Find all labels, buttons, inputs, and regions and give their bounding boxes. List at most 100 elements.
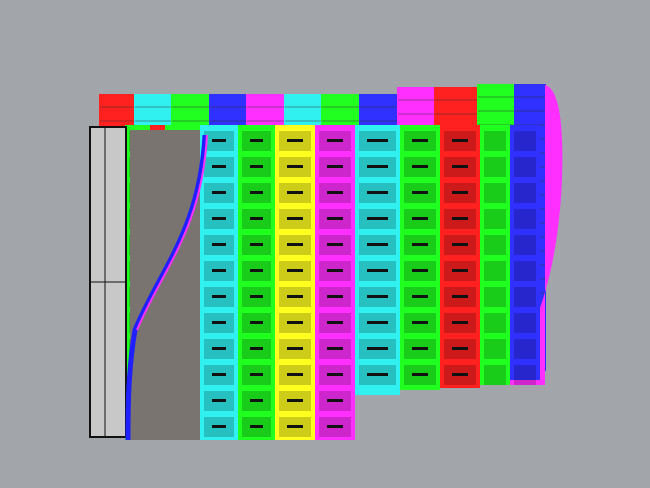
panel-cell bbox=[514, 365, 536, 385]
panel-label bbox=[452, 217, 468, 220]
panel-label bbox=[452, 347, 468, 350]
panel-label bbox=[287, 347, 303, 350]
panel-label bbox=[250, 139, 263, 142]
panel-cell bbox=[514, 339, 536, 359]
panel-cell bbox=[484, 209, 506, 229]
panel-cell bbox=[514, 131, 536, 151]
panel-label bbox=[250, 347, 263, 350]
gray-fill-region bbox=[130, 130, 200, 440]
panel-label bbox=[452, 243, 468, 246]
panel-label bbox=[327, 269, 343, 272]
panel-label bbox=[212, 321, 226, 324]
panel-label bbox=[452, 295, 468, 298]
panel-label bbox=[287, 217, 303, 220]
panel-label bbox=[212, 425, 226, 428]
panel-label bbox=[250, 217, 263, 220]
back-column bbox=[359, 94, 399, 131]
panel-label bbox=[250, 373, 263, 376]
panel-label bbox=[367, 139, 388, 142]
panel-label bbox=[367, 191, 388, 194]
panel-label bbox=[412, 347, 428, 350]
column-frame bbox=[200, 125, 238, 440]
panel-label bbox=[327, 347, 343, 350]
back-column bbox=[246, 94, 286, 131]
panel-label bbox=[250, 191, 263, 194]
panel-cell bbox=[514, 183, 536, 203]
panel-cell bbox=[484, 313, 506, 333]
panel-cell bbox=[484, 365, 506, 385]
panel-cell bbox=[514, 209, 536, 229]
panel-label bbox=[212, 269, 226, 272]
panel-label bbox=[412, 321, 428, 324]
panel-label bbox=[287, 295, 303, 298]
panel-cell bbox=[514, 287, 536, 307]
front-column bbox=[238, 125, 275, 440]
panel-label bbox=[367, 165, 388, 168]
panel-label bbox=[287, 139, 303, 142]
panel-cell bbox=[514, 157, 536, 177]
panel-cell bbox=[484, 157, 506, 177]
front-column bbox=[400, 125, 440, 390]
panel-label bbox=[212, 191, 226, 194]
edge-curve bbox=[125, 134, 208, 441]
panel-cell bbox=[484, 339, 506, 359]
panel-label bbox=[287, 321, 303, 324]
panel-label bbox=[287, 269, 303, 272]
back-column bbox=[284, 94, 323, 131]
front-column bbox=[355, 125, 400, 395]
panel-cell bbox=[514, 235, 536, 255]
panel-label bbox=[367, 321, 388, 324]
panel-label bbox=[412, 165, 428, 168]
panel-label bbox=[452, 373, 468, 376]
panel-label bbox=[452, 269, 468, 272]
panel-label bbox=[452, 191, 468, 194]
panel-cell bbox=[514, 313, 536, 333]
column-frame bbox=[510, 125, 540, 380]
panel-label bbox=[250, 243, 263, 246]
back-column bbox=[99, 94, 136, 131]
panel-label bbox=[327, 191, 343, 194]
front-column bbox=[315, 125, 355, 440]
panel-label bbox=[287, 165, 303, 168]
panel-label bbox=[250, 269, 263, 272]
panel-label bbox=[287, 243, 303, 246]
back-column bbox=[171, 94, 211, 131]
panel-label bbox=[212, 295, 226, 298]
column-frame bbox=[440, 125, 480, 388]
panel-label bbox=[250, 295, 263, 298]
panel-label bbox=[367, 243, 388, 246]
front-column bbox=[480, 125, 510, 385]
panel-label bbox=[412, 295, 428, 298]
panel-label bbox=[287, 399, 303, 402]
panel-label bbox=[452, 139, 468, 142]
column-frame bbox=[275, 125, 315, 440]
panel-label bbox=[412, 373, 428, 376]
panel-label bbox=[367, 295, 388, 298]
panel-label bbox=[452, 321, 468, 324]
panel-cell bbox=[484, 131, 506, 151]
panel-cell bbox=[484, 287, 506, 307]
panel-label bbox=[327, 425, 343, 428]
front-column bbox=[200, 125, 238, 440]
panel-label bbox=[367, 269, 388, 272]
panel-label bbox=[412, 243, 428, 246]
panel-label bbox=[212, 243, 226, 246]
panel-label bbox=[327, 373, 343, 376]
back-column bbox=[397, 87, 436, 131]
back-column bbox=[134, 94, 173, 131]
panel-label bbox=[287, 191, 303, 194]
panel-label bbox=[212, 165, 226, 168]
back-column bbox=[321, 94, 361, 131]
column-frame bbox=[480, 125, 510, 385]
panel-label bbox=[367, 373, 388, 376]
front-column bbox=[275, 125, 315, 440]
column-frame bbox=[238, 125, 275, 440]
panel-label bbox=[212, 139, 226, 142]
back-edge bbox=[490, 85, 563, 385]
panel-label bbox=[250, 321, 263, 324]
panel-label bbox=[287, 425, 303, 428]
panel-label bbox=[250, 399, 263, 402]
panel-cell bbox=[484, 235, 506, 255]
front-column bbox=[510, 125, 540, 385]
